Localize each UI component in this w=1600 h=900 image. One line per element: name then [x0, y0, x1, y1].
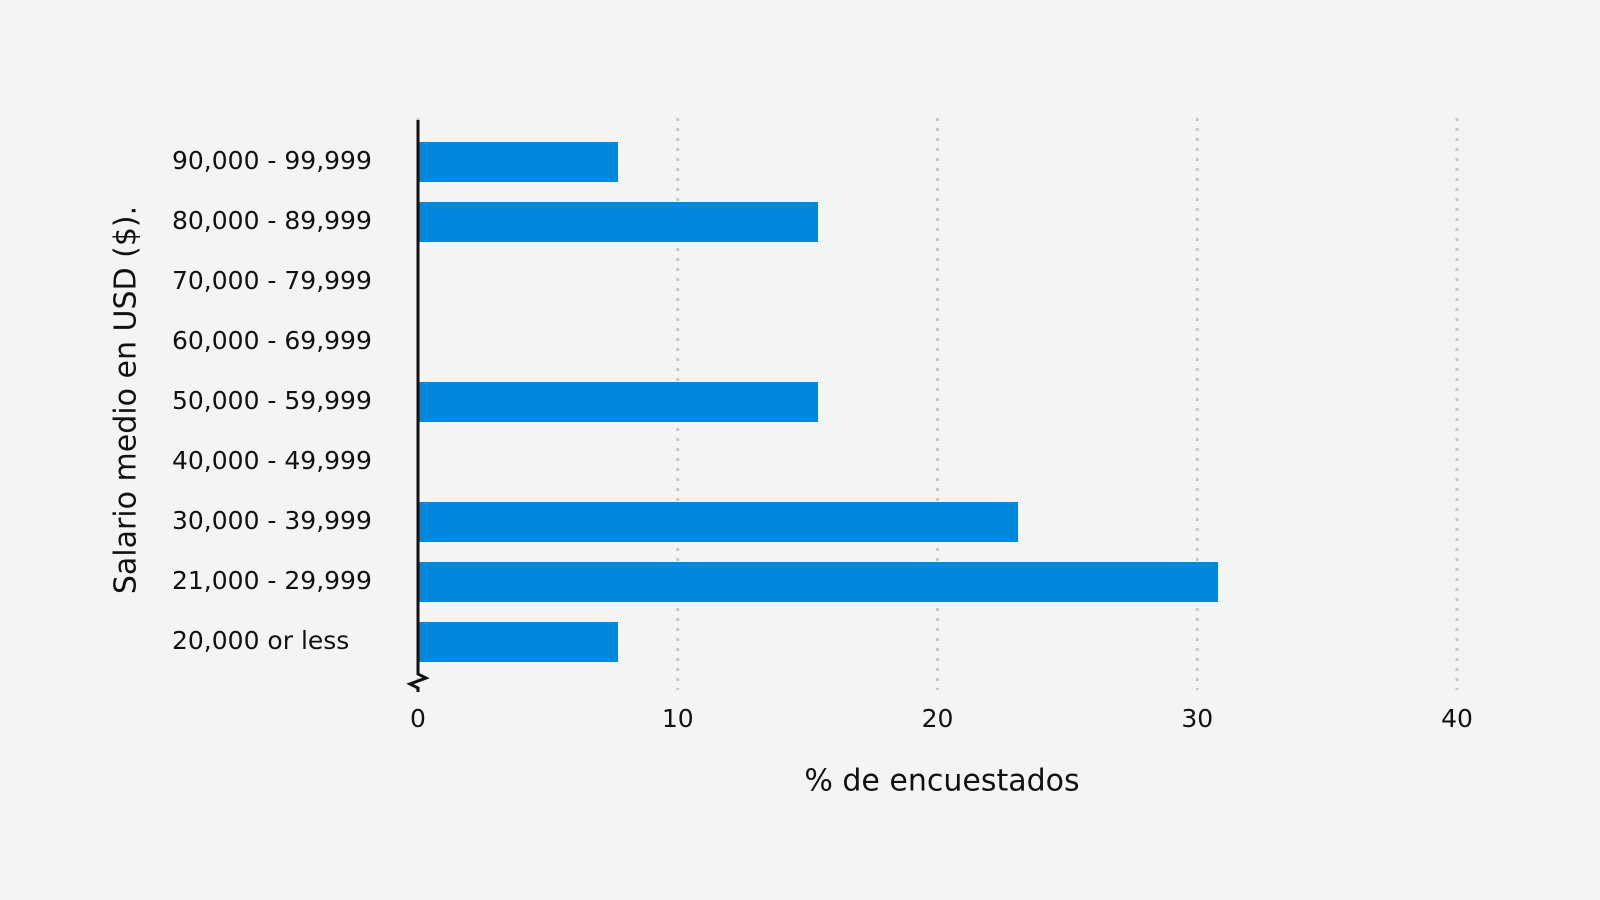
bar [418, 562, 1219, 602]
y-tick-label: 20,000 or less [172, 626, 349, 655]
y-axis-label: Salario medio en USD ($). [109, 206, 144, 594]
y-tick-label: 70,000 - 79,999 [172, 266, 372, 295]
y-tick-label: 40,000 - 49,999 [172, 446, 372, 475]
y-axis-line [406, 120, 430, 692]
y-tick-label: 50,000 - 59,999 [172, 386, 372, 415]
y-tick-label: 21,000 - 29,999 [172, 566, 372, 595]
y-tick-label: 80,000 - 89,999 [172, 206, 372, 235]
y-tick-label: 90,000 - 99,999 [172, 146, 372, 175]
y-tick-label: 30,000 - 39,999 [172, 506, 372, 535]
x-axis-label: % de encuestados [804, 764, 1079, 799]
x-tick-label: 20 [922, 704, 954, 733]
bar [418, 622, 619, 662]
y-tick-label: 60,000 - 69,999 [172, 326, 372, 355]
bar [418, 502, 1019, 542]
x-tick-label: 0 [410, 704, 426, 733]
bar [418, 382, 819, 422]
x-tick-label: 10 [662, 704, 694, 733]
x-tick-label: 40 [1441, 704, 1473, 733]
bar [418, 202, 819, 242]
x-tick-label: 30 [1181, 704, 1213, 733]
bar [418, 142, 619, 182]
